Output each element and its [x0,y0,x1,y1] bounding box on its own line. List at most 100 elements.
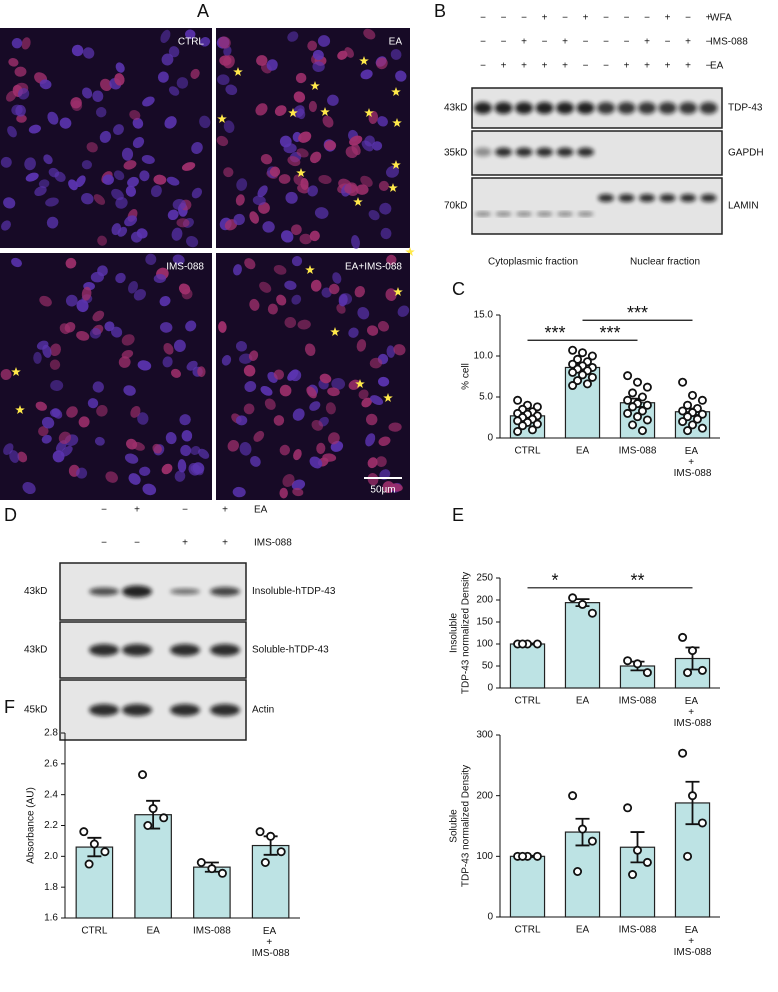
band-size: 43kD [24,645,47,656]
nucleus [287,369,299,381]
sign: + [501,61,507,72]
nucleus [393,344,406,356]
sign: + [644,61,650,72]
blot-band [210,644,240,656]
data-point [697,665,707,675]
data-point [692,414,702,424]
data-point [207,864,217,874]
nucleus [64,321,76,333]
nucleus [90,271,105,283]
sign: − [501,13,507,24]
nucleus [38,426,49,437]
nucleus [0,156,12,168]
sign: + [521,37,527,48]
nucleus [168,46,180,58]
y-tick-label: 300 [476,730,493,741]
nucleus [81,160,93,170]
band-size: 70kD [444,201,467,212]
nucleus [22,481,36,495]
nucleus [38,179,50,188]
nucleus [39,79,52,90]
asterisk [305,265,315,274]
x-tick-label-line: EA [685,925,699,936]
sign: − [521,13,527,24]
nucleus [367,457,378,469]
sign: + [182,538,188,549]
panel-letter: F [4,697,15,717]
nucleus [113,170,125,181]
nucleus [293,449,302,461]
nucleus [360,69,373,80]
y-tick-label: 200 [476,790,493,801]
y-tick-label: 200 [476,595,493,606]
y-tick-label: 1.6 [44,913,58,924]
nucleus [173,339,186,352]
nucleus [160,322,173,333]
x-tick-label: EA [576,446,590,457]
nucleus [264,398,276,410]
nucleus [279,384,292,397]
data-point [688,420,698,430]
blot-band [618,194,635,202]
sign: + [685,37,691,48]
nucleus [276,294,287,306]
nucleus [137,360,152,371]
nucleus [114,73,125,86]
nucleus [365,433,376,447]
nucleus [71,44,84,57]
x-tick-label: IMS-088 [619,446,657,457]
nucleus [139,170,150,182]
nucleus [157,71,169,83]
nucleus [376,57,388,70]
nucleus [318,175,332,184]
data-point [568,381,578,391]
nucleus [243,364,256,377]
nucleus [273,265,287,275]
sign: − [706,37,712,48]
nucleus [310,151,322,164]
data-point [678,406,688,416]
nucleus [310,279,322,292]
nucleus [236,178,248,191]
nucleus [328,283,340,295]
band-name: TDP-43 [728,103,763,114]
data-point [578,370,588,380]
nucleus [338,294,348,307]
nucleus [282,474,295,487]
nucleus [49,343,61,357]
nucleus [179,414,191,426]
nucleus [216,135,229,147]
blot-band [639,194,655,202]
blot-band [495,212,512,216]
nucleus [298,131,312,143]
sign: + [562,61,568,72]
nucleus [142,96,155,107]
sign: + [542,13,548,24]
band-name: Actin [252,705,274,716]
x-tick-label-line: EA [263,926,277,937]
nucleus [129,110,141,120]
nucleus [35,401,48,411]
nucleus [244,258,256,270]
nucleus [386,254,397,265]
blot-band [556,147,574,157]
nucleus [47,111,59,125]
sign: + [521,61,527,72]
nucleus [118,356,131,368]
data-point [628,420,638,430]
nucleus [370,395,384,406]
data-point [568,593,578,603]
data-point [678,377,688,387]
nucleus [34,186,47,197]
nucleus [249,298,260,311]
y-axis-label: % cell [461,363,472,390]
nucleus [356,339,367,352]
panel-letter: C [452,279,465,299]
blot-strip [471,130,723,176]
data-point [84,859,94,869]
nucleus [153,273,167,284]
nucleus [260,154,273,165]
asterisk [393,287,403,296]
nucleus [139,466,151,476]
nucleus [81,193,94,205]
